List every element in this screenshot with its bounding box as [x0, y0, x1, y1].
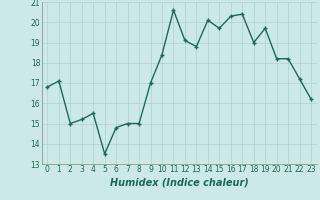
X-axis label: Humidex (Indice chaleur): Humidex (Indice chaleur)	[110, 177, 249, 187]
